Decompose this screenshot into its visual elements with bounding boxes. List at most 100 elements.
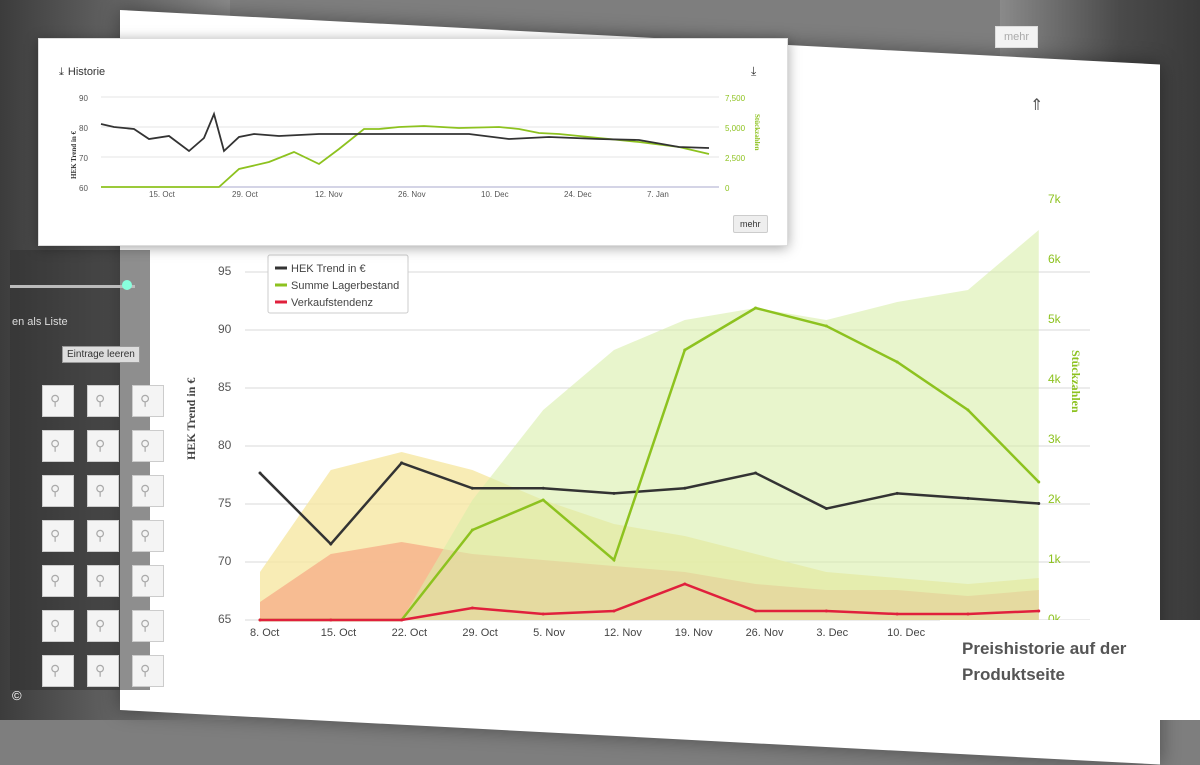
legend-box <box>267 254 409 314</box>
y-right-tick: 6k <box>1048 252 1062 266</box>
product-thumbnail[interactable]: ⚲ <box>42 430 74 462</box>
history-mini-chart: 90 80 70 60 7,500 5,000 2,500 0 15. Oct 29. Oct 12… <box>70 94 761 199</box>
data-point <box>329 542 333 546</box>
data-point <box>612 558 616 562</box>
copyright-mark: © <box>12 688 22 703</box>
download-icon[interactable]: ⤓ <box>751 64 757 78</box>
magnifier-icon: ⚲ <box>95 527 106 543</box>
y-right-axis-label: Stückzahlen <box>753 114 761 151</box>
left-sidebar-panel <box>10 250 150 690</box>
y-left-axis-label: HEK Trend in € <box>184 378 198 460</box>
stock-line <box>101 125 710 188</box>
x-tick: 24. Dec <box>564 190 592 199</box>
product-thumbnail[interactable]: ⚲ <box>42 610 74 642</box>
data-point <box>470 486 474 490</box>
y-right-tick: 0 <box>725 184 730 193</box>
y-left-tick: 80 <box>218 438 232 452</box>
product-thumbnail[interactable]: ⚲ <box>42 520 74 552</box>
y-right-tick: 4k <box>1048 372 1062 386</box>
magnifier-icon: ⚲ <box>50 437 61 453</box>
history-inset-panel: ⤓ Historie ⤓ 90 80 70 60 7,500 5,000 2,500 0 15. … <box>38 38 788 246</box>
data-point <box>400 618 404 622</box>
y-left-tick: 65 <box>218 612 232 626</box>
data-point <box>754 471 758 475</box>
size-slider-knob[interactable] <box>122 280 132 290</box>
x-tick: 19. Nov <box>675 627 713 639</box>
product-thumbnail[interactable]: ⚲ <box>87 610 119 642</box>
data-point <box>824 609 828 613</box>
magnifier-icon: ⚲ <box>140 617 151 633</box>
product-thumbnail[interactable]: ⚲ <box>132 610 164 642</box>
product-thumbnail[interactable]: ⚲ <box>42 565 74 597</box>
data-point <box>541 498 545 502</box>
y-left-tick: 85 <box>218 380 232 394</box>
legend-item: HEK Trend in € <box>291 263 366 275</box>
y-right-tick: 7,500 <box>725 94 746 103</box>
history-title-text: Historie <box>67 66 106 78</box>
data-point <box>541 486 545 490</box>
x-tick: 29. Oct <box>462 627 497 639</box>
magnifier-icon: ⚲ <box>50 527 61 543</box>
clear-entries-button[interactable]: Eintrage leeren <box>62 346 140 363</box>
export-icon[interactable]: ⇑ <box>1030 97 1044 114</box>
magnifier-icon: ⚲ <box>95 437 106 453</box>
y-left-axis-label: HEK Trend in € <box>70 130 78 179</box>
y-right-tick: 5k <box>1048 312 1062 326</box>
product-thumbnail[interactable]: ⚲ <box>132 385 164 417</box>
x-tick: 7. Jan <box>647 190 669 199</box>
data-point <box>258 618 262 622</box>
series-line <box>260 582 1039 622</box>
data-point <box>754 306 758 310</box>
magnifier-icon: ⚲ <box>95 572 106 588</box>
legend-item: Verkaufstendenz <box>291 297 373 309</box>
x-tick: 3. Dec <box>816 627 848 639</box>
mehr-button[interactable]: mehr <box>733 215 768 233</box>
data-point <box>754 609 758 613</box>
product-thumbnail[interactable]: ⚲ <box>132 430 164 462</box>
magnifier-icon: ⚲ <box>140 437 151 453</box>
product-thumbnail[interactable]: ⚲ <box>42 385 74 417</box>
data-point <box>400 461 404 465</box>
mehr-button-top[interactable]: mehr <box>995 26 1039 48</box>
data-point <box>824 324 828 328</box>
product-thumbnail[interactable]: ⚲ <box>87 520 119 552</box>
download-icon[interactable]: ⤓ <box>59 66 64 78</box>
list-view-label[interactable]: en als Liste <box>12 316 68 328</box>
product-thumbnail[interactable]: ⚲ <box>87 565 119 597</box>
y-right-tick: 2,500 <box>725 154 746 163</box>
x-tick: 15. Oct <box>321 627 356 639</box>
magnifier-icon: ⚲ <box>140 527 151 543</box>
product-thumbnail[interactable]: ⚲ <box>87 655 119 687</box>
data-point <box>258 471 262 475</box>
x-tick: 26. Nov <box>398 190 426 199</box>
magnifier-icon: ⚲ <box>95 392 106 408</box>
magnifier-icon: ⚲ <box>50 392 61 408</box>
x-tick: 15. Oct <box>149 190 176 199</box>
size-slider-track[interactable] <box>10 285 135 288</box>
product-thumbnail[interactable]: ⚲ <box>42 655 74 687</box>
x-tick: 22. Oct <box>392 627 427 639</box>
magnifier-icon: ⚲ <box>50 662 61 678</box>
x-tick: 12. Nov <box>604 627 642 639</box>
data-point <box>895 612 899 616</box>
data-point <box>683 348 687 352</box>
product-thumbnail[interactable]: ⚲ <box>132 520 164 552</box>
magnifier-icon: ⚲ <box>140 662 151 678</box>
product-thumbnail[interactable]: ⚲ <box>87 385 119 417</box>
data-point <box>895 360 899 364</box>
x-tick: 8. Oct <box>250 627 279 639</box>
product-thumbnail[interactable]: ⚲ <box>132 475 164 507</box>
data-point <box>683 582 687 586</box>
data-point <box>966 612 970 616</box>
data-point <box>470 606 474 610</box>
product-thumbnail[interactable]: ⚲ <box>87 475 119 507</box>
magnifier-icon: ⚲ <box>140 572 151 588</box>
product-thumbnail[interactable]: ⚲ <box>42 475 74 507</box>
product-thumbnail[interactable]: ⚲ <box>87 430 119 462</box>
product-thumbnail[interactable]: ⚲ <box>132 655 164 687</box>
data-point <box>541 612 545 616</box>
caption-line-1: Preishistorie auf der <box>962 639 1127 658</box>
product-thumbnail[interactable]: ⚲ <box>132 565 164 597</box>
x-tick: 29. Oct <box>232 190 259 199</box>
y-right-tick: 5,000 <box>725 124 746 133</box>
